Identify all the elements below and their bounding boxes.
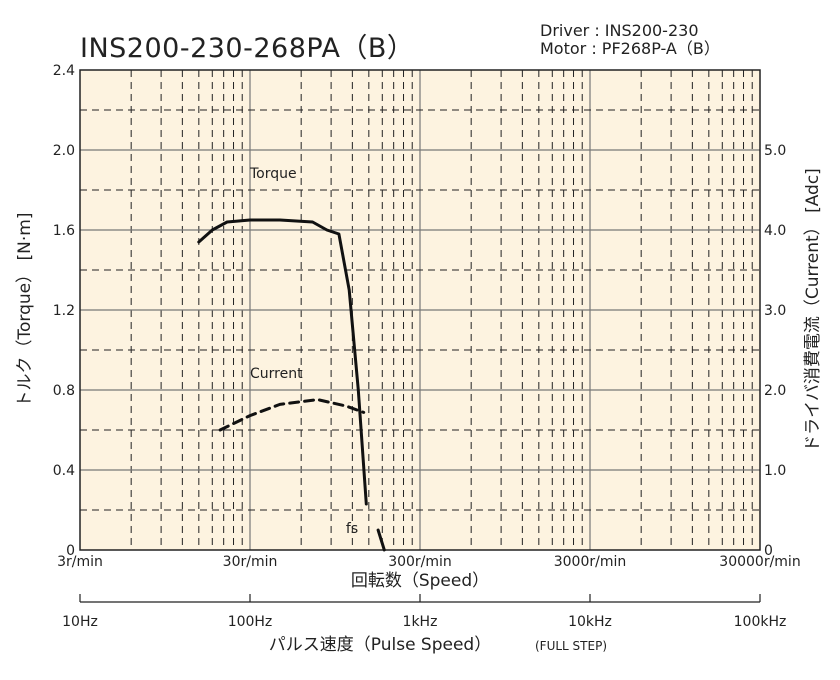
pulse-tick-label: 100Hz: [228, 614, 273, 630]
pulse-axis-suffix: (FULL STEP): [535, 639, 607, 653]
x-tick-label: 3r/min: [57, 554, 103, 570]
y-axis-label: トルク（Torque） [N·m]: [15, 213, 35, 408]
annotation-torque: Torque: [249, 166, 297, 182]
y2-axis-label: ドライバ消費電流（Current） [Adc]: [803, 168, 823, 452]
x-axis-label: 回転数（Speed）: [351, 571, 489, 591]
x-tick-label: 300r/min: [388, 554, 452, 570]
y-tick-label: 0.4: [53, 463, 75, 479]
pulse-tick-label: 10kHz: [568, 614, 612, 630]
y-tick-label: 1.6: [53, 223, 75, 239]
y2-tick-label: 1.0: [764, 463, 786, 479]
pulse-axis-label: パルス速度（Pulse Speed）: [269, 635, 491, 655]
series-current-line: [218, 398, 366, 432]
pulse-tick-label: 100kHz: [734, 614, 787, 630]
series-torque-line: [197, 218, 368, 506]
y-tick-label: 2.4: [53, 63, 75, 79]
y2-tick-label: 4.0: [764, 223, 786, 239]
annotation-fs: fs: [346, 521, 358, 537]
driver-label: Driver : INS200-230: [540, 21, 699, 40]
y-tick-label: 1.2: [53, 303, 75, 319]
chart-title: INS200-230-268PA（B）: [80, 33, 415, 64]
y-tick-label: 2.0: [53, 143, 75, 159]
x-tick-label: 30000r/min: [719, 554, 800, 570]
pulse-tick-label: 1kHz: [403, 614, 438, 630]
x-tick-label: 3000r/min: [554, 554, 627, 570]
y2-tick-label: 2.0: [764, 383, 786, 399]
annotation-current: Current: [250, 366, 303, 382]
y2-tick-label: 0: [764, 543, 773, 559]
y2-tick-label: 5.0: [764, 143, 786, 159]
driver-motor-info: Driver : INS200-230 Motor : PF268P-A（B）: [540, 22, 720, 58]
x-tick-label: 30r/min: [223, 554, 278, 570]
y2-tick-label: 3.0: [764, 303, 786, 319]
y-tick-label: 0.8: [53, 383, 75, 399]
fs-curve-line: [376, 528, 386, 552]
motor-label: Motor : PF268P-A（B）: [540, 39, 720, 58]
pulse-tick-label: 10Hz: [62, 614, 98, 630]
y-tick-label: 0: [66, 543, 75, 559]
plot-border: [79, 69, 761, 551]
